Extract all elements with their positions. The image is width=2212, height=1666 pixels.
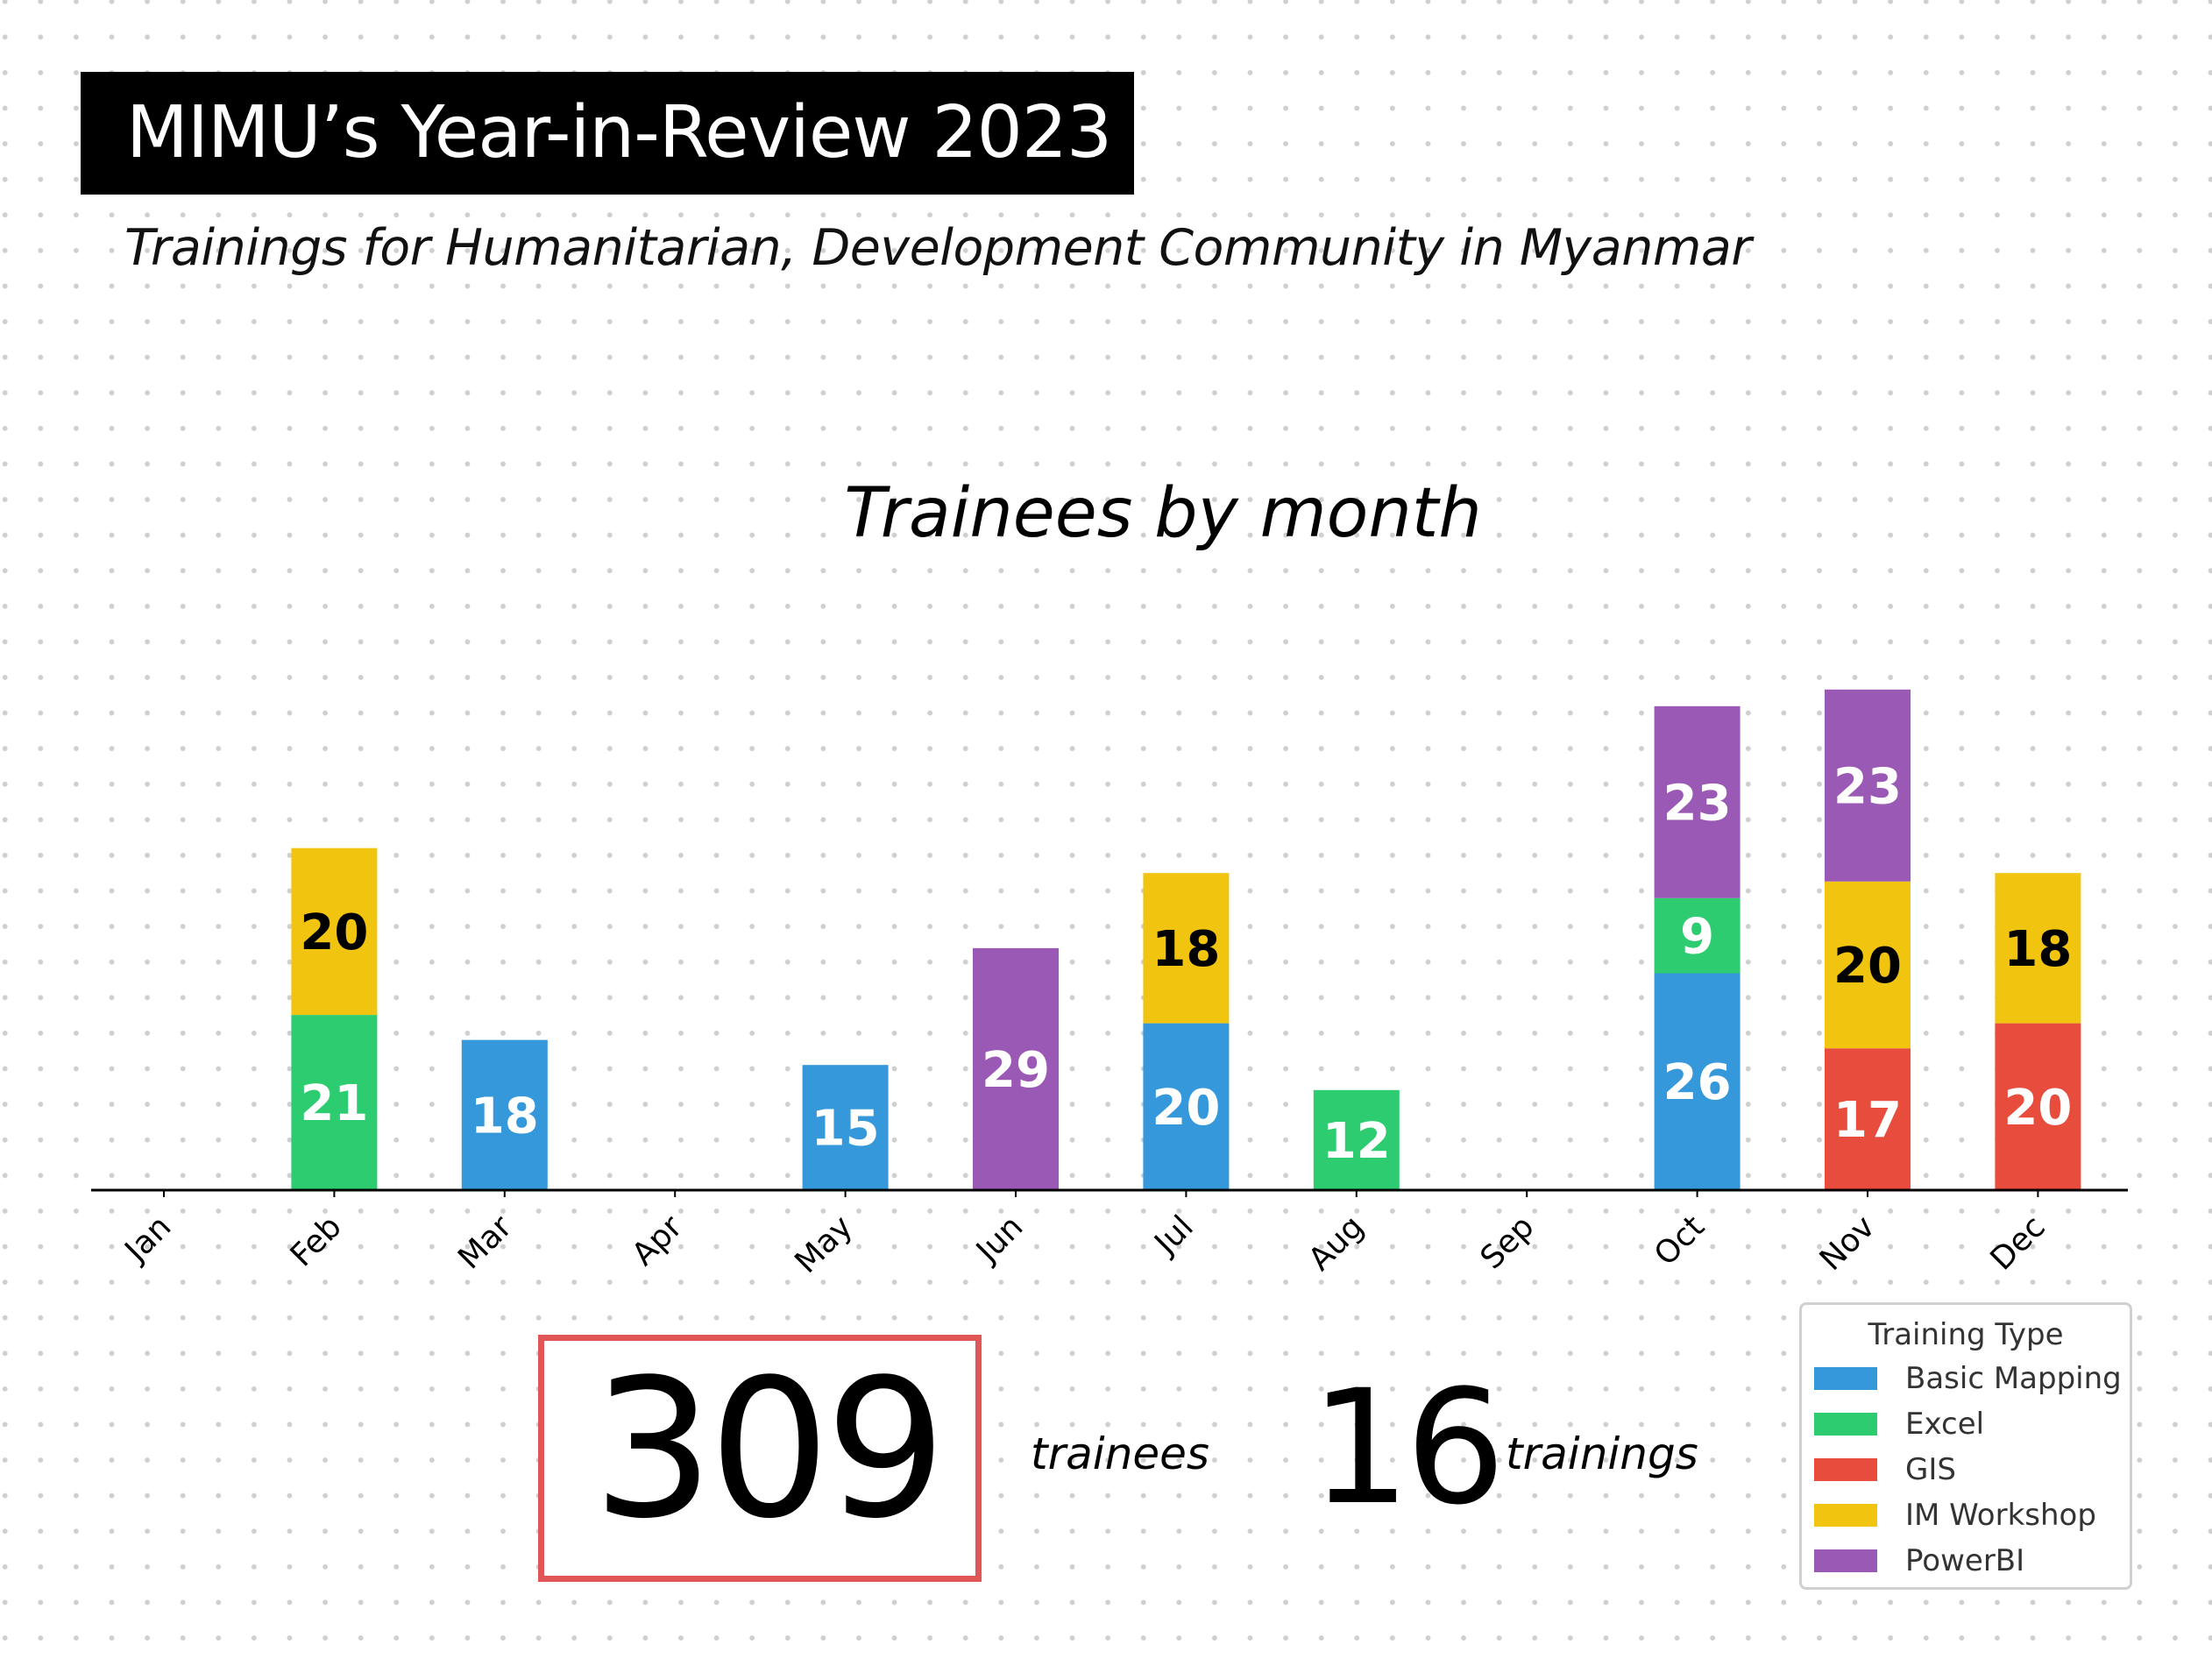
value-label-oct-powerbi: 23 <box>1663 775 1732 832</box>
legend-swatch <box>1814 1367 1877 1390</box>
bar-nov-gis <box>1825 1048 1911 1190</box>
legend-item-basic-mapping: Basic Mapping <box>1814 1361 2122 1396</box>
value-label-may-basic-mapping: 15 <box>812 1101 880 1158</box>
value-label-feb-excel: 21 <box>300 1075 368 1132</box>
bar-jul-im-workshop <box>1143 873 1230 1024</box>
x-tick-label-nov: Nov <box>1813 1209 1882 1278</box>
legend-title: Training Type <box>1868 1317 2064 1352</box>
x-tick-label-sep: Sep <box>1474 1209 1542 1276</box>
bar-oct-powerbi <box>1654 705 1741 898</box>
bar-jul-basic-mapping <box>1143 1023 1230 1190</box>
bar-mar-basic-mapping <box>461 1039 548 1190</box>
page-title: MIMU’s Year-in-Review 2023 <box>81 72 1134 195</box>
value-label-dec-im-workshop: 18 <box>2003 921 2072 978</box>
bar-dec-im-workshop <box>1995 873 2081 1024</box>
trainings-count: 16 <box>1310 1357 1506 1540</box>
x-tick-label-apr: Apr <box>626 1209 690 1273</box>
value-label-feb-im-workshop: 20 <box>300 904 368 961</box>
x-tick-label-mar: Mar <box>451 1209 519 1276</box>
legend-label: Basic Mapping <box>1905 1361 2122 1396</box>
value-label-mar-basic-mapping: 18 <box>471 1088 539 1145</box>
legend-item-powerbi: PowerBI <box>1814 1543 2024 1578</box>
value-label-dec-gis: 20 <box>2003 1080 2072 1137</box>
value-label-aug-excel: 12 <box>1322 1113 1391 1170</box>
bars-group <box>291 689 2081 1190</box>
trainees-label: trainees <box>1031 1429 1209 1479</box>
trainees-count: 309 <box>592 1339 946 1561</box>
bar-aug-excel <box>1313 1089 1400 1190</box>
x-tick-label-jan: Jan <box>117 1209 179 1270</box>
legend-item-im-workshop: IM Workshop <box>1814 1498 2096 1533</box>
legend-swatch <box>1814 1413 1877 1436</box>
x-tick-label-jun: Jun <box>968 1209 1030 1270</box>
trainees-stat-box <box>538 1335 982 1582</box>
value-label-jul-im-workshop: 18 <box>1152 921 1220 978</box>
legend-label: PowerBI <box>1905 1543 2025 1578</box>
stacked-bar-chart: Trainees by month 21 20 18 15 29 20 18 12 26 9 23 1… <box>91 474 2128 1280</box>
value-label-nov-gis: 17 <box>1833 1092 1902 1149</box>
x-tick-label-feb: Feb <box>284 1209 349 1273</box>
chart-title: Trainees by month <box>844 474 1482 553</box>
legend-item-excel: Excel <box>1814 1407 1984 1442</box>
legend-swatch <box>1814 1549 1877 1572</box>
bar-dec-gis <box>1995 1023 2081 1190</box>
bar-feb-im-workshop <box>291 847 378 1016</box>
bar-feb-excel <box>291 1015 378 1190</box>
bar-may-basic-mapping <box>802 1065 889 1190</box>
legend-label: GIS <box>1905 1452 1956 1487</box>
x-tick-label-dec: Dec <box>1984 1209 2052 1277</box>
legend-item-gis: GIS <box>1814 1452 1956 1487</box>
trainings-label: trainings <box>1506 1429 1698 1479</box>
legend-swatch <box>1814 1504 1877 1527</box>
bar-nov-powerbi <box>1825 689 1911 882</box>
x-tick-label-aug: Aug <box>1301 1209 1371 1278</box>
chart-legend: Training Type Basic Mapping Excel GIS IM… <box>1799 1302 2132 1590</box>
value-label-nov-powerbi: 23 <box>1833 758 1902 815</box>
page-subtitle: Trainings for Humanitarian, Development … <box>124 219 1752 277</box>
bar-jun-powerbi <box>973 947 1059 1190</box>
value-label-nov-im-workshop: 20 <box>1833 938 1902 995</box>
x-axis-ticks: Jan Feb Mar Apr May Jun Jul Aug Sep Oct Nov Dec <box>117 1190 2052 1280</box>
bar-oct-excel <box>1654 897 1741 974</box>
x-tick-label-may: May <box>788 1209 860 1280</box>
legend-label: Excel <box>1905 1407 1985 1442</box>
x-tick-label-jul: Jul <box>1147 1209 1201 1262</box>
value-label-jun-powerbi: 29 <box>982 1042 1050 1099</box>
value-label-oct-excel: 9 <box>1680 909 1714 966</box>
bar-oct-basic-mapping <box>1654 973 1741 1190</box>
legend-swatch <box>1814 1458 1877 1481</box>
legend-label: IM Workshop <box>1905 1498 2096 1533</box>
bar-nov-im-workshop <box>1825 881 1911 1049</box>
value-label-jul-basic-mapping: 20 <box>1152 1080 1220 1137</box>
value-label-oct-basic-mapping: 26 <box>1663 1054 1732 1111</box>
x-tick-label-oct: Oct <box>1648 1209 1712 1273</box>
value-labels-group: 21 20 18 15 29 20 18 12 26 9 23 17 20 23 20 18 <box>300 758 2072 1170</box>
